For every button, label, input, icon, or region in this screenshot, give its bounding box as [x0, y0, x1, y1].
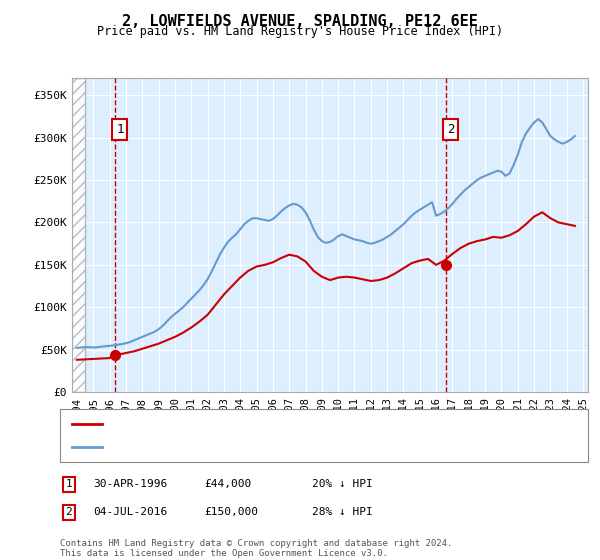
Text: 2, LOWFIELDS AVENUE, SPALDING, PE12 6EE: 2, LOWFIELDS AVENUE, SPALDING, PE12 6EE: [122, 14, 478, 29]
Text: 30-APR-1996: 30-APR-1996: [93, 479, 167, 489]
Text: Price paid vs. HM Land Registry's House Price Index (HPI): Price paid vs. HM Land Registry's House …: [97, 25, 503, 38]
Text: 2: 2: [65, 507, 73, 517]
Text: £44,000: £44,000: [204, 479, 251, 489]
Text: Contains HM Land Registry data © Crown copyright and database right 2024.
This d: Contains HM Land Registry data © Crown c…: [60, 539, 452, 558]
Text: 04-JUL-2016: 04-JUL-2016: [93, 507, 167, 517]
Text: 20% ↓ HPI: 20% ↓ HPI: [312, 479, 373, 489]
Text: 1: 1: [116, 123, 124, 136]
Text: 1: 1: [65, 479, 73, 489]
Text: 28% ↓ HPI: 28% ↓ HPI: [312, 507, 373, 517]
Bar: [69, 78, 85, 392]
Text: £150,000: £150,000: [204, 507, 258, 517]
Text: HPI: Average price, detached house, South Holland: HPI: Average price, detached house, Sout…: [111, 442, 417, 452]
Text: 2, LOWFIELDS AVENUE, SPALDING, PE12 6EE (detached house): 2, LOWFIELDS AVENUE, SPALDING, PE12 6EE …: [111, 419, 461, 429]
Text: 2: 2: [447, 123, 454, 136]
